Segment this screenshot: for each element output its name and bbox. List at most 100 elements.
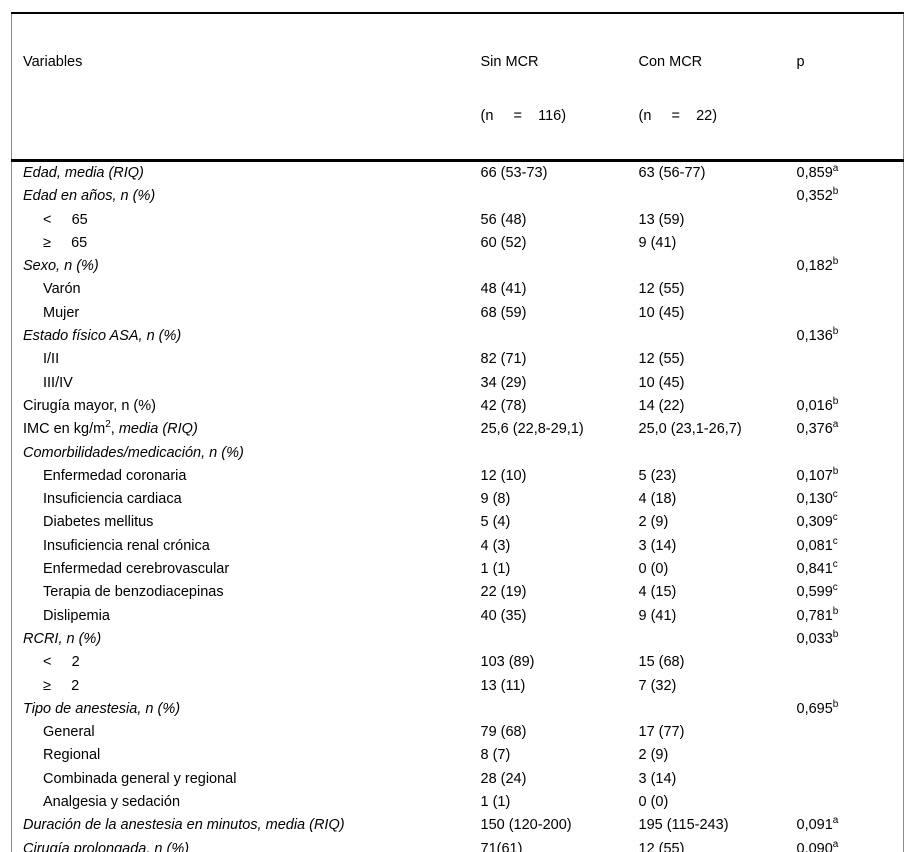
con-mcr-value: 10 (45) — [638, 304, 685, 321]
table-row: Analgesia y sedación 1 (1) 0 (0) — [12, 791, 904, 814]
variable-label: Comorbilidades/medicación, n (%) — [23, 444, 244, 461]
sin-mcr-value: 5 (4) — [480, 514, 511, 531]
sin-mcr-value: 68 (59) — [480, 304, 527, 321]
con-mcr-value: 0 (0) — [638, 794, 669, 811]
variable-label: Edad en años, n (%) — [23, 188, 156, 205]
table-row: III/IV 34 (29) 10 (45) — [12, 372, 904, 395]
con-mcr-value: 3 (14) — [638, 537, 677, 554]
con-mcr-value: 12 (55) — [638, 351, 685, 368]
p-value: 0,781b — [796, 605, 839, 624]
sin-mcr-value: 8 (7) — [480, 747, 511, 764]
table-row: < 65 56 (48) 13 (59) — [12, 209, 904, 232]
variable-label: < 65 — [43, 211, 88, 228]
variable-label: < 2 — [43, 654, 80, 671]
variable-label: Terapia de benzodiacepinas — [43, 584, 224, 601]
p-value: 0,033b — [796, 629, 839, 647]
header-row: Variables Sin MCR (n = 116) Con MCR (n =… — [11, 13, 904, 162]
con-mcr-value — [639, 628, 797, 651]
con-mcr-value — [639, 442, 797, 465]
p-value: 0,016b — [796, 396, 839, 414]
con-mcr-value: 12 (55) — [638, 840, 685, 852]
p-value — [797, 302, 904, 325]
variable-label: Mujer — [43, 304, 80, 321]
con-mcr-value — [639, 698, 797, 721]
con-mcr-value — [639, 255, 797, 278]
sin-mcr-value: 9 (8) — [480, 491, 511, 508]
p-value: 0,695b — [796, 699, 839, 717]
con-mcr-value: 195 (115-243) — [638, 817, 729, 834]
table-header: Variables Sin MCR (n = 116) Con MCR (n =… — [11, 13, 904, 162]
table-row: Mujer 68 (59) 10 (45) — [12, 302, 904, 325]
table-row: Comorbilidades/medicación, n (%) — [12, 442, 904, 465]
variable-label: Estado físico ASA, n (%) — [23, 328, 182, 345]
sin-mcr-value: 12 (10) — [480, 467, 527, 484]
sin-mcr-value: 150 (120-200) — [480, 817, 572, 834]
variable-label: Analgesia y sedación — [43, 794, 181, 811]
sin-mcr-value: 71(61) — [480, 840, 523, 852]
con-mcr-value: 25,0 (23,1-26,7) — [638, 421, 742, 438]
table-row: ≥ 2 13 (11) 7 (32) — [12, 675, 904, 698]
table-row: Duración de la anestesia en minutos, med… — [12, 814, 904, 837]
p-value: 0,136b — [796, 326, 839, 345]
header-sin-mcr-title: Sin MCR — [480, 54, 539, 70]
table-row: IMC en kg/m2, media (RIQ) 25,6 (22,8-29,1… — [12, 418, 904, 441]
sin-mcr-value: 34 (29) — [480, 374, 527, 391]
table-row: Tipo de anestesia, n (%) 0,695b — [12, 698, 904, 721]
variable-label: IMC en kg/m2, media (RIQ) — [23, 419, 198, 438]
header-con-mcr: Con MCR (n = 22) — [638, 13, 797, 162]
p-value: 0,599c — [796, 582, 838, 601]
p-value: 0,859a — [796, 163, 839, 181]
con-mcr-value: 15 (68) — [638, 654, 685, 671]
header-sin-mcr: Sin MCR (n = 116) — [480, 13, 639, 162]
con-mcr-value: 13 (59) — [638, 211, 685, 228]
con-mcr-value: 5 (23) — [638, 467, 677, 484]
variable-label: ≥ 65 — [43, 234, 88, 251]
p-value — [797, 744, 904, 767]
variable-label: Enfermedad cerebrovascular — [43, 561, 230, 578]
con-mcr-value: 14 (22) — [638, 397, 685, 414]
table-row: Enfermedad cerebrovascular 1 (1) 0 (0) 0,84… — [12, 558, 904, 581]
sin-mcr-value: 28 (24) — [480, 770, 527, 787]
p-value: 0,182b — [796, 256, 839, 275]
p-value — [797, 232, 904, 255]
table-row: Diabetes mellitus 5 (4) 2 (9) 0,309c — [12, 511, 904, 534]
con-mcr-value: 9 (41) — [638, 234, 677, 251]
header-con-mcr-title: Con MCR — [638, 54, 703, 70]
variable-label: I/II — [43, 351, 60, 368]
table-row: Estado físico ASA, n (%) 0,136b — [12, 325, 904, 348]
con-mcr-value: 2 (9) — [638, 514, 669, 531]
header-p-label: p — [796, 54, 805, 70]
p-value — [797, 278, 904, 301]
p-value: 0,081c — [796, 535, 838, 554]
p-value — [797, 651, 904, 674]
header-variables-label: Variables — [23, 54, 83, 70]
con-mcr-value: 7 (32) — [638, 677, 677, 694]
table-row: Insuficiencia cardiaca 9 (8) 4 (18) 0,130c — [12, 488, 904, 511]
variable-label: Cirugía prolongada, n (%) — [23, 840, 190, 852]
p-value: 0,091a — [796, 815, 839, 834]
variable-label: Dislipemia — [43, 607, 110, 624]
table-row: Sexo, n (%) 0,182b — [12, 255, 904, 278]
con-mcr-value — [639, 185, 797, 208]
con-mcr-value: 3 (14) — [638, 770, 677, 787]
sin-mcr-value: 66 (53-73) — [480, 165, 548, 181]
table-row: < 2 103 (89) 15 (68) — [12, 651, 904, 674]
sin-mcr-value: 82 (71) — [480, 351, 527, 368]
variable-label: RCRI, n (%) — [23, 630, 102, 647]
con-mcr-value: 4 (18) — [638, 491, 677, 508]
p-value: 0,090a — [796, 838, 839, 852]
table-row: Dislipemia 40 (35) 9 (41) 0,781b — [12, 605, 904, 628]
table-row: Edad, media (RIQ) 66 (53-73) 63 (56-77) 0,8… — [12, 161, 904, 186]
p-value: 0,841c — [796, 559, 838, 578]
variable-label: Combinada general y regional — [43, 770, 237, 787]
p-value — [797, 791, 904, 814]
table-row: Edad en años, n (%) 0,352b — [12, 185, 904, 208]
header-con-mcr-n: (n = 22) — [638, 108, 718, 124]
sin-mcr-value: 25,6 (22,8-29,1) — [480, 421, 584, 438]
sin-mcr-value: 22 (19) — [480, 584, 527, 601]
sin-mcr-value — [481, 698, 639, 721]
sin-mcr-value: 1 (1) — [480, 561, 511, 578]
table-row: General 79 (68) 17 (77) — [12, 721, 904, 744]
table-row: Terapia de benzodiacepinas 22 (19) 4 (15) 0… — [12, 581, 904, 604]
sin-mcr-value: 56 (48) — [480, 211, 527, 228]
